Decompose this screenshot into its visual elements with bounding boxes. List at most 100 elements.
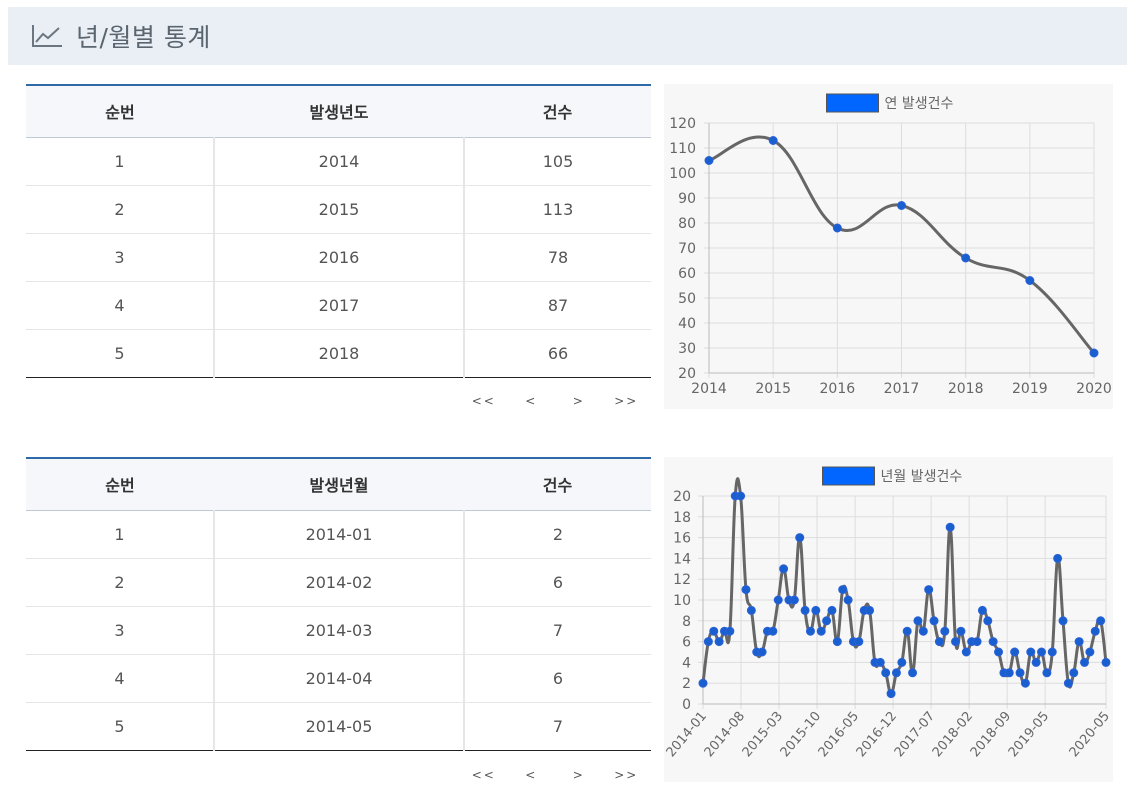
cell-index: 1 (26, 137, 215, 186)
cell-count: 66 (547, 343, 569, 363)
table-header-row: 순번 발생년월 건수 (26, 458, 651, 511)
column-header-month: 발생년월 (214, 458, 464, 511)
monthly-line-chart: 년월 발생건수201816141210864202014-012014-0820… (664, 466, 1113, 760)
y-tick-label: 20 (678, 366, 696, 382)
data-point (805, 626, 815, 636)
data-point (1069, 668, 1079, 678)
data-point (1004, 668, 1014, 678)
data-point (1031, 657, 1041, 667)
data-point (886, 689, 896, 699)
data-point (924, 585, 934, 595)
cell-month: 2014-04 (214, 654, 465, 703)
data-point (1063, 678, 1073, 688)
last-page-button[interactable]: >> (614, 768, 639, 782)
data-point (709, 626, 719, 636)
data-point (1025, 276, 1035, 285)
y-tick-label: 2 (682, 676, 691, 692)
cell-index: 2 (26, 185, 215, 234)
data-point (838, 585, 848, 595)
cell-count: 6 (464, 558, 651, 607)
y-tick-label: 120 (669, 116, 696, 132)
cell-count: 6 (464, 654, 651, 703)
column-header-index: 순번 (26, 458, 214, 511)
x-tick-label: 2019-05 (1006, 709, 1052, 760)
data-point (1053, 553, 1063, 563)
data-point (972, 637, 982, 647)
legend-label: 년월 발생건수 (881, 469, 963, 485)
data-point (865, 605, 875, 615)
y-tick-label: 14 (673, 551, 691, 567)
data-point (1074, 637, 1084, 647)
data-point (816, 626, 826, 636)
x-tick-label: 2015 (755, 381, 791, 397)
cell-year: 2017 (214, 281, 465, 330)
data-point (897, 657, 907, 667)
table-row: 1 2014 105 (26, 137, 651, 186)
data-point (1047, 647, 1057, 657)
x-tick-label: 2016 (820, 381, 856, 397)
table-row: 4 2017 87 (26, 281, 651, 330)
yearly-table: 순번 발생년도 건수 1 2014 105 2 2015 113 3 2016 … (26, 84, 651, 378)
data-point (773, 595, 783, 605)
y-tick-label: 16 (673, 531, 691, 547)
y-tick-label: 70 (678, 241, 696, 257)
cell-index: 4 (26, 654, 215, 703)
page-header: 년/월별 통계 (8, 7, 1127, 65)
cell-count: 87 (464, 281, 651, 330)
monthly-pagination: << < > >> (460, 768, 650, 788)
monthly-chart-container: 년월 발생건수 20 18 16 14 12 10 8 6 4 2 0 2014-01 2014-08 20… (664, 457, 1113, 782)
first-page-button[interactable]: << (471, 768, 496, 782)
data-point (940, 626, 950, 636)
data-point (1010, 647, 1020, 657)
data-point (881, 668, 891, 678)
data-point (961, 253, 971, 263)
data-point (945, 522, 955, 532)
data-point (1020, 678, 1030, 688)
cell-count: 78 (464, 233, 651, 282)
data-point (908, 668, 918, 678)
legend-label: 연 발생건수 (885, 96, 954, 112)
data-point (961, 647, 971, 657)
prev-page-button[interactable]: < (525, 394, 538, 408)
data-point (768, 626, 778, 636)
next-page-button[interactable]: > (572, 768, 585, 782)
y-tick-label: 40 (678, 316, 696, 332)
y-tick-label: 12 (673, 572, 691, 588)
y-tick-label: 20 (673, 489, 691, 505)
cell-month: 2014-05 (214, 702, 465, 750)
cell-year: 2016 (214, 233, 465, 282)
legend-swatch (822, 466, 875, 486)
data-point (1090, 626, 1100, 636)
data-point (891, 668, 901, 678)
table-row: 2 2014-02 6 (26, 558, 651, 607)
data-point (832, 223, 842, 233)
data-point (988, 637, 998, 647)
data-point (741, 585, 751, 595)
cell-index: 5 (26, 329, 215, 377)
last-page-button[interactable]: >> (614, 394, 639, 408)
y-tick-label: 0 (682, 697, 691, 713)
cell-index: 2 (26, 558, 215, 607)
table-row: 3 2016 78 (26, 233, 651, 282)
y-tick-label: 6 (682, 635, 691, 651)
y-tick-label: 60 (678, 266, 696, 282)
x-tick-label: 2018 (948, 381, 984, 397)
data-point (902, 626, 912, 636)
cell-year: 2018 (214, 329, 465, 377)
y-tick-label: 4 (682, 655, 691, 671)
data-point (1101, 657, 1111, 667)
cell-index: 4 (26, 281, 215, 330)
yearly-chart-container: 연 발생건수 120 110 100 90 80 70 60 50 40 30 20 2014 2015 2… (664, 84, 1113, 409)
data-point (918, 626, 928, 636)
cell-month: 2014-01 (214, 510, 465, 559)
data-point (832, 637, 842, 647)
data-point (1089, 348, 1099, 358)
y-tick-label: 30 (678, 341, 696, 357)
data-point (827, 605, 837, 615)
x-tick-label: 2014 (691, 381, 727, 397)
prev-page-button[interactable]: < (525, 768, 538, 782)
first-page-button[interactable]: << (471, 394, 496, 408)
data-point (983, 616, 993, 626)
next-page-button[interactable]: > (572, 394, 585, 408)
column-header-count: 건수 (464, 458, 651, 511)
